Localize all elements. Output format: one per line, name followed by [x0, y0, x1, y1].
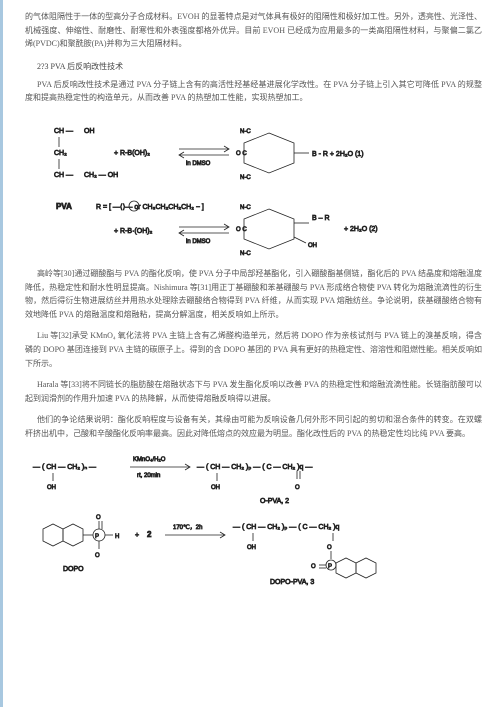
- sch1-ring-nc-top: N-C: [240, 129, 251, 135]
- svg-text:P: P: [95, 534, 99, 540]
- svg-text:B – R: B – R: [312, 215, 330, 222]
- sch2-left-seg: — ( CH — CH₂ )ₙ —: [33, 464, 96, 471]
- sch2-reagent: KMnO₄/H₂O: [133, 457, 166, 463]
- sch2-cond2: 170℃，2h: [173, 525, 202, 531]
- sch2-mid-o: O: [295, 485, 300, 491]
- sch2-label1: O-PVA, 2: [260, 498, 289, 505]
- sch2-left-oh: OH: [47, 485, 56, 491]
- sch1-ring-nc-bot: N-C: [240, 175, 251, 181]
- section-heading: 2?3 PVA 后反响改性技术: [25, 61, 482, 72]
- sch1-oh-top: OH: [84, 128, 95, 135]
- sch1-ch-bot: CH —: [54, 172, 73, 179]
- sch2-plus2: 2: [147, 530, 152, 539]
- svg-text:+: +: [135, 532, 139, 539]
- sch2-label3: DOPO-PVA, 3: [270, 579, 314, 586]
- para-harala: Harala 等[33]将不同链长的脂肪酸在熔融状态下与 PVA 发生酯化反响以…: [25, 378, 482, 405]
- para-conclusion: 他们的争论结果说明：酯化反响程度与设备有关，其缘由可能为反响设备几何外形不同引起…: [25, 413, 482, 440]
- sch1-ch-top: CH —: [54, 128, 73, 135]
- sch1-ring-oh: OH: [308, 243, 317, 249]
- svg-text:O: O: [95, 553, 100, 559]
- sch1-eq2-right: + 2H₂O (2): [344, 226, 378, 233]
- sch1-arrow1-label: in DMSO: [186, 161, 211, 167]
- svg-text:N-C: N-C: [240, 205, 251, 211]
- para-gaoqi: 高岭等[30]通过硼酸酯与 PVA 的酯化反响，使 PVA 分子中局部羟基酯化，…: [25, 267, 482, 321]
- sch2-cond: rt, 20min: [137, 473, 160, 479]
- sch1-arrow2-label: in DMSO: [186, 239, 211, 245]
- sch2-label-dopo: DOPO: [63, 566, 84, 573]
- intro-paragraph: 的气体阻隔性于一体的型高分子合成材料。EVOH 的显著特点是对气体具有极好的阻隔…: [25, 10, 482, 51]
- sch2-mid-oh: OH: [211, 485, 220, 491]
- svg-text:N-C: N-C: [240, 251, 251, 257]
- para-after-head: PVA 后反响改性技术是通过 PVA 分子链上含有的高活性羟基经基进展化学改性。…: [25, 78, 482, 105]
- para-liu: Liu 等[32]承受 KMnO₄ 氧化法将 PVA 主链上含有乙烯醛构造单元，…: [25, 329, 482, 370]
- sch1-ring-oc: O C: [236, 151, 247, 157]
- svg-text:O: O: [327, 545, 332, 551]
- svg-text:O: O: [96, 515, 101, 521]
- sch1-pva-label: PVA: [56, 202, 72, 211]
- sch1-phenyl-reagent: R = [ —⟨⟩— or CH₃CH₂CH₂CH₂ − ]: [96, 203, 204, 211]
- sch2-mid-seg: — ( CH — CH₂ )ₚ — ( C — CH₂ )q —: [197, 464, 312, 471]
- svg-text:O C: O C: [236, 227, 247, 233]
- sch1-oh-bot: CH₂ — OH: [84, 172, 118, 179]
- reaction-scheme-2: — ( CH — CH₂ )ₙ — OH KMnO₄/H₂O rt, 20min…: [25, 449, 485, 589]
- page-root: 的气体阻隔性于一体的型高分子合成材料。EVOH 的显著特点是对气体具有极好的阻隔…: [0, 0, 500, 707]
- sch1-ch2-mid: CH₂: [54, 150, 67, 157]
- reaction-scheme-1: CH — OH CH₂ CH — CH₂ — OH + R-B(OH)₂ in …: [44, 113, 464, 263]
- svg-text:P: P: [328, 564, 332, 570]
- svg-text:H: H: [115, 534, 119, 540]
- sch1-reagent1: + R-B(OH)₂: [114, 150, 150, 157]
- svg-text:O: O: [311, 564, 316, 570]
- sch2-right-seg: — ( CH — CH₂ )ₚ — ( C — CH₂ )q: [233, 524, 340, 531]
- sch1-eq1-right: B - R + 2H₂O (1): [312, 151, 364, 158]
- sch1-reagent2: + R-B·(OH)₂: [114, 228, 153, 235]
- sch2-right-oh: OH: [247, 545, 256, 551]
